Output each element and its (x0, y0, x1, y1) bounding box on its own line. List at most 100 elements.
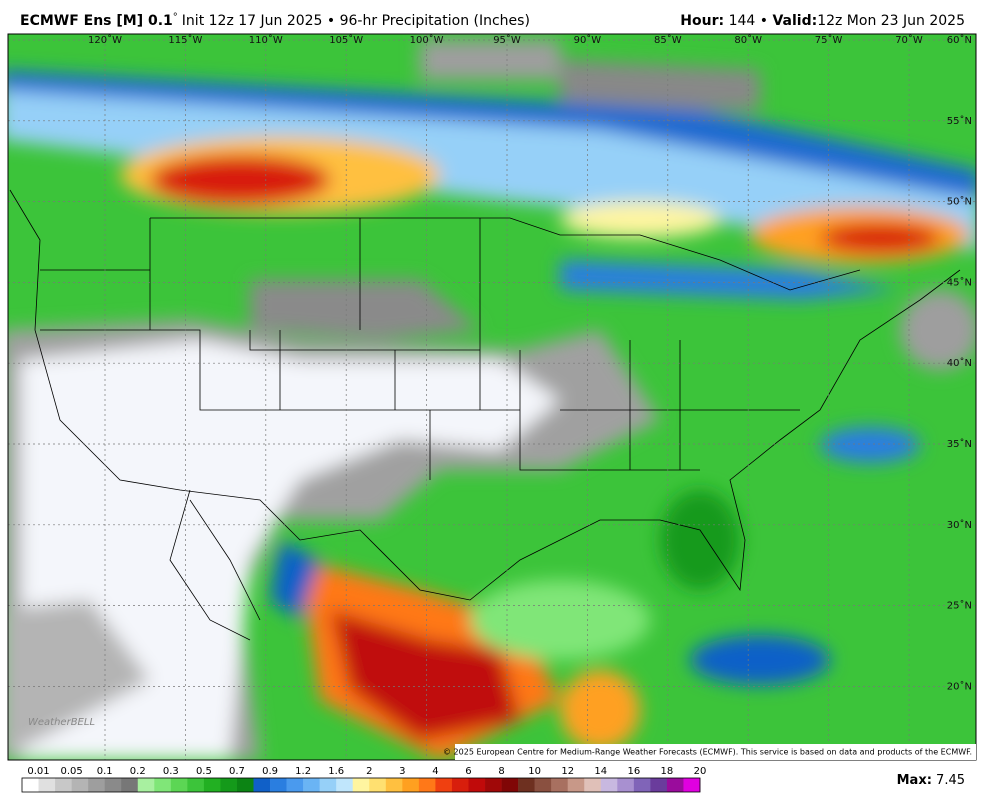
color-swatch (220, 778, 238, 792)
longitude-label: 95˚W (493, 34, 521, 46)
color-swatch (501, 778, 519, 792)
colorbar-label: 6 (465, 766, 471, 777)
colorbar-label: 1.2 (295, 766, 311, 777)
color-swatch (518, 778, 535, 792)
latitude-label: 55˚N (947, 115, 972, 127)
longitude-label: 120˚W (88, 34, 122, 46)
colorbar-label: 0.1 (97, 766, 113, 777)
colorbar-label: 16 (627, 766, 640, 777)
color-swatch (55, 778, 72, 792)
hour: 144 • (729, 13, 768, 29)
colorbar-frame (21, 777, 701, 793)
header-right: Hour: 144 • Valid:12z Mon 23 Jun 2025 (680, 13, 965, 29)
color-swatch (600, 778, 618, 792)
color-swatch (71, 778, 89, 792)
latitude-labels: 60˚N 55˚N 50˚N 45˚N 40˚N 35˚N 30˚N 25˚N 20˚N (947, 34, 972, 692)
color-swatch (270, 778, 287, 792)
colorbar-label: 3 (399, 766, 405, 777)
colorbar-label: 12 (561, 766, 574, 777)
colorbar-label: 0.2 (130, 766, 146, 777)
colorbar: 0.01 0.05 0.1 0.2 0.3 0.5 0.7 0.9 1.2 1.6 2 3 4 6 8 10 1… (21, 766, 707, 793)
hour-label: Hour: (680, 13, 724, 29)
map-field (8, 34, 976, 760)
color-swatch (534, 778, 552, 792)
color-swatch (137, 778, 155, 792)
latitude-label: 50˚N (947, 196, 972, 208)
colorbar-label: 0.5 (196, 766, 212, 777)
colorbar-label: 0.7 (229, 766, 245, 777)
colorbar-label: 0.3 (163, 766, 179, 777)
color-swatch (633, 778, 651, 792)
color-swatch (170, 778, 188, 792)
max-label: Max: (897, 773, 932, 788)
model: ECMWF Ens [M] 0.1 (20, 13, 173, 29)
color-swatch (617, 778, 635, 792)
longitude-label: 100˚W (410, 34, 444, 46)
longitude-label: 90˚W (574, 34, 602, 46)
color-swatch (418, 778, 436, 792)
boundaries (9, 189, 961, 641)
copyright: © 2025 European Centre for Medium-Range … (443, 748, 972, 757)
color-swatch (253, 778, 271, 792)
color-swatch (319, 778, 337, 792)
longitude-label: 85˚W (654, 34, 682, 46)
latitude-label: 25˚N (947, 600, 972, 612)
logo: WeatherBELL (28, 717, 95, 728)
colorbar-label: 0.9 (262, 766, 278, 777)
color-swatch (336, 778, 354, 792)
copyright-box (455, 744, 976, 760)
color-swatch (435, 778, 453, 792)
latitude-label: 35˚N (947, 438, 972, 450)
header-left: ECMWF Ens [M] 0.1° Init 12z 17 Jun 2025 •… (20, 12, 530, 29)
longitude-label: 75˚W (815, 34, 843, 46)
color-swatch (468, 778, 486, 792)
colorbar-label: 8 (498, 766, 504, 777)
graticule (8, 34, 976, 760)
color-swatch (650, 778, 668, 792)
longitude-labels: 120˚W 115˚W 110˚W 105˚W 100˚W 95˚W 90˚W 85˚W 80˚… (88, 34, 923, 46)
color-swatch (485, 778, 502, 792)
precip-blobs (8, 40, 976, 760)
valid: 12z Mon 23 Jun 2025 (817, 13, 965, 29)
colorbar-label: 2 (366, 766, 372, 777)
color-swatch (551, 778, 569, 792)
latitude-label: 40˚N (947, 357, 972, 369)
init: Init 12z 17 Jun 2025 • 96-hr Precipitati… (182, 13, 530, 29)
max-value: 7.45 (936, 773, 965, 788)
latitude-label: 45˚N (947, 276, 972, 288)
color-swatch (567, 778, 585, 792)
longitude-label: 115˚W (168, 34, 202, 46)
valid-label: Valid: (772, 13, 817, 29)
colorbar-label: 20 (694, 766, 707, 777)
color-swatch (385, 778, 403, 792)
longitude-label: 80˚W (734, 34, 762, 46)
colorbar-label: 18 (661, 766, 674, 777)
colorbar-label: 1.6 (328, 766, 344, 777)
color-swatch (352, 778, 370, 792)
color-swatch (402, 778, 420, 792)
max: Max: 7.45 (897, 773, 965, 788)
color-swatch (154, 778, 172, 792)
longitude-label: 110˚W (249, 34, 283, 46)
colorbar-label: 0.05 (60, 766, 82, 777)
color-swatch (683, 778, 701, 792)
color-swatch (286, 778, 304, 792)
color-swatch (187, 778, 205, 792)
color-swatch (121, 778, 139, 792)
colorbar-label: 10 (528, 766, 541, 777)
latitude-label: 20˚N (947, 680, 972, 692)
longitude-label: 70˚W (895, 34, 923, 46)
colorbar-label: 4 (432, 766, 438, 777)
color-swatch (203, 778, 221, 792)
color-swatch (88, 778, 105, 792)
latitude-label: 60˚N (947, 34, 972, 46)
color-swatch (38, 778, 56, 792)
color-swatch (666, 778, 684, 792)
color-swatch (303, 778, 320, 792)
colorbar-label: 0.01 (27, 766, 49, 777)
latitude-label: 30˚N (947, 519, 972, 531)
color-swatch (22, 778, 39, 792)
color-swatch (236, 778, 254, 792)
